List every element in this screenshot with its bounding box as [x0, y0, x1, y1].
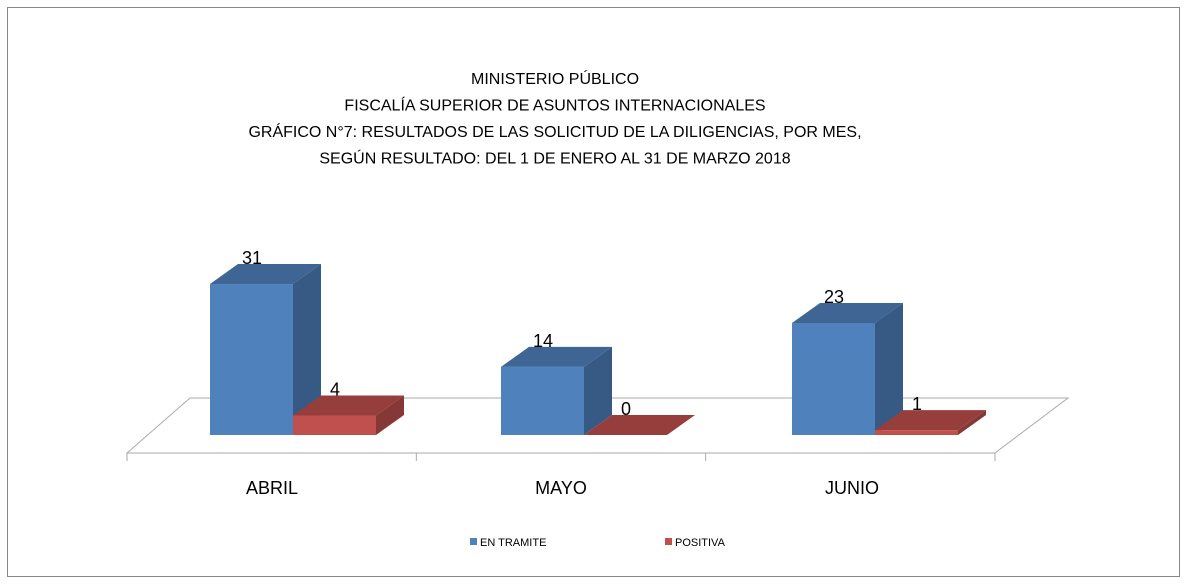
- chart-title: FISCALÍA SUPERIOR DE ASUNTOS INTERNACION…: [344, 96, 765, 115]
- bar-top: [792, 302, 903, 323]
- bar-top: [875, 410, 986, 431]
- bar-side: [584, 346, 612, 435]
- bar: [875, 410, 986, 435]
- bar-front: [875, 430, 958, 435]
- chart-border: [7, 7, 1180, 577]
- bar: [584, 415, 695, 435]
- bar-front: [501, 366, 584, 435]
- bar: [501, 346, 612, 435]
- bar: [792, 302, 903, 435]
- chart-title: GRÁFICO N°7: RESULTADOS DE LAS SOLICITUD…: [248, 122, 861, 141]
- bar: [293, 395, 404, 435]
- legend-swatch: [665, 538, 672, 545]
- x-tick-label: MAYO: [535, 478, 587, 498]
- bar-front: [210, 284, 293, 435]
- legend-label: POSITIVA: [675, 537, 726, 549]
- data-label: 0: [621, 399, 631, 419]
- x-tick-label: ABRIL: [246, 478, 298, 498]
- bar-top: [210, 264, 321, 285]
- data-label: 1: [912, 394, 922, 414]
- bar-side: [376, 395, 404, 435]
- bar-top: [501, 346, 612, 367]
- chart-title: MINISTERIO PÚBLICO: [471, 69, 639, 88]
- data-label: 23: [824, 287, 844, 307]
- bar-front: [293, 415, 376, 435]
- bar-top: [584, 415, 695, 435]
- legend-label: EN TRAMITE: [480, 537, 546, 549]
- bar-front: [792, 322, 875, 435]
- bar-side: [958, 410, 986, 435]
- data-label: 14: [533, 331, 553, 351]
- bar-side: [293, 264, 321, 435]
- legend-swatch: [470, 538, 477, 545]
- bar-side: [875, 302, 903, 435]
- x-tick-label: JUNIO: [825, 478, 879, 498]
- bar: [210, 264, 321, 435]
- data-label: 4: [330, 380, 340, 400]
- data-label: 31: [242, 248, 262, 268]
- chart-title: SEGÚN RESULTADO: DEL 1 DE ENERO AL 31 DE…: [319, 149, 790, 168]
- bar-top: [293, 395, 404, 416]
